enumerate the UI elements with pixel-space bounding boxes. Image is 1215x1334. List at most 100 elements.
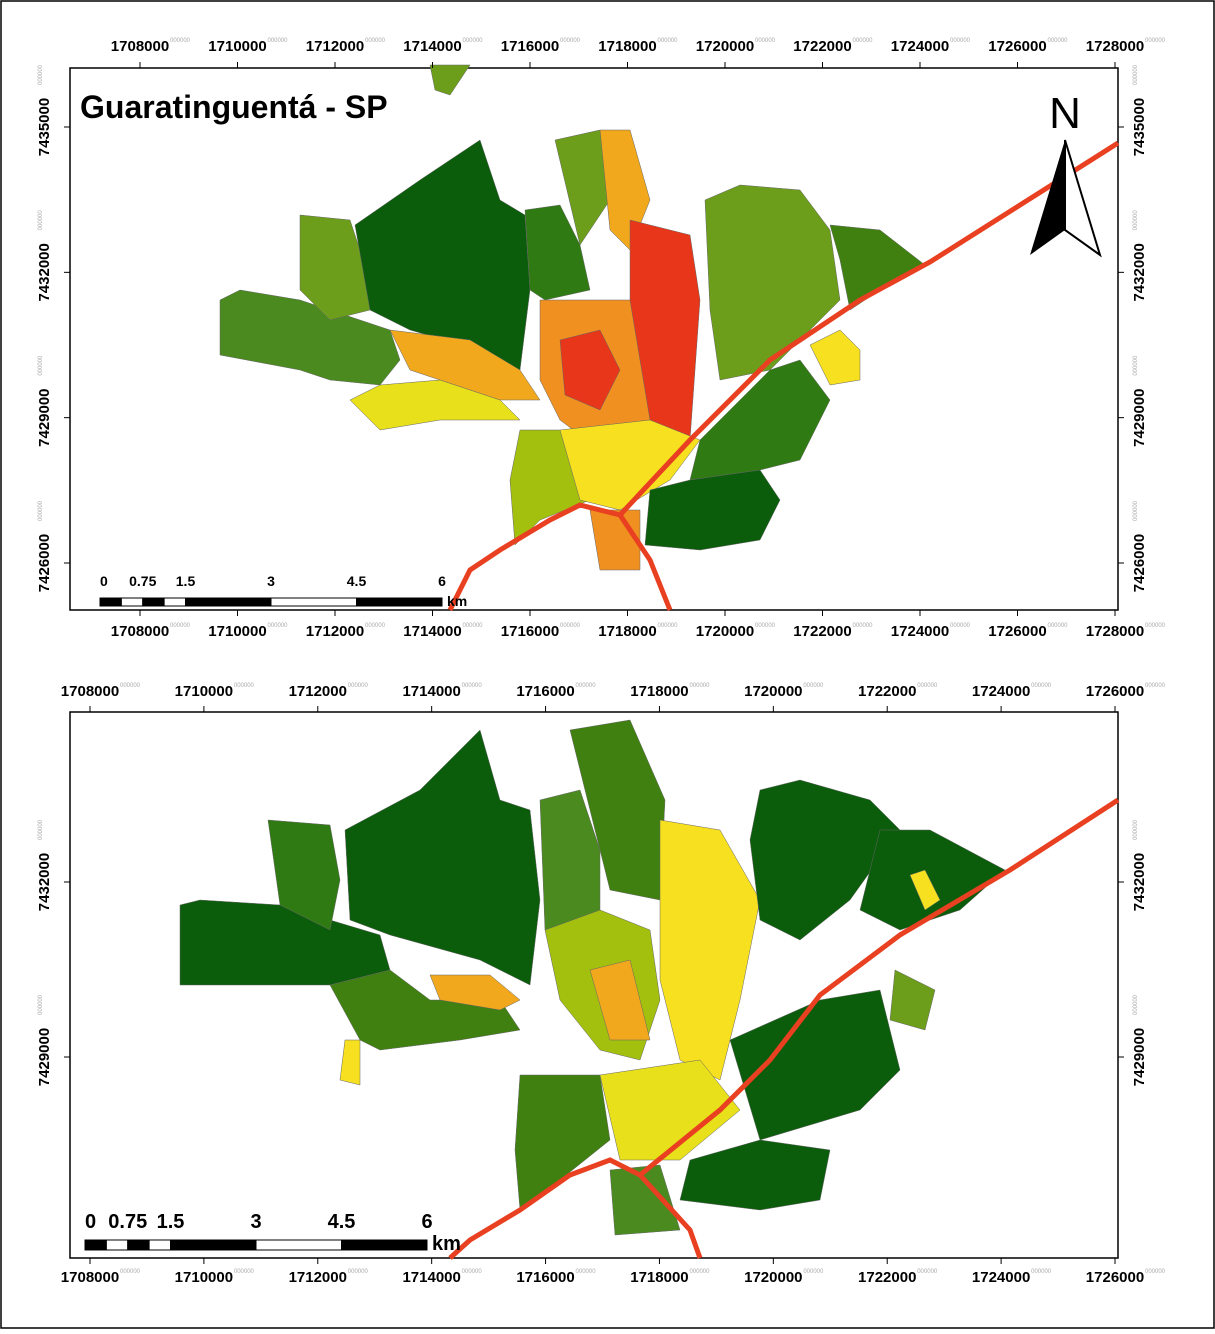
- scale-bar-segment: [342, 1240, 428, 1250]
- x-tick-label: 1718000: [630, 1269, 688, 1286]
- scale-bar-segment: [171, 1240, 257, 1250]
- tick-suffix: 000000: [365, 38, 386, 44]
- tick-suffix: 000000: [38, 210, 44, 231]
- tick-suffix: 000000: [463, 623, 484, 629]
- tick-suffix: 000000: [950, 38, 971, 44]
- x-tick-label: 1720000: [744, 1269, 802, 1286]
- x-tick-label: 1710000: [175, 683, 233, 700]
- map-title: Guaratinguentá - SP: [80, 89, 388, 125]
- scale-bar-segment: [186, 598, 272, 606]
- tick-suffix: 000000: [560, 623, 581, 629]
- tick-suffix: 000000: [268, 623, 289, 629]
- tick-suffix: 000000: [917, 1269, 938, 1275]
- scale-label: 4.5: [347, 573, 367, 589]
- x-tick-label: 1724000: [972, 683, 1030, 700]
- y-tick-label: 7435000: [36, 98, 53, 156]
- scale-label: 6: [421, 1211, 432, 1233]
- tick-suffix: 000000: [755, 38, 776, 44]
- tick-suffix: 000000: [1133, 994, 1139, 1015]
- tick-suffix: 000000: [1145, 623, 1166, 629]
- y-tick-label: 7429000: [1131, 388, 1148, 446]
- scale-label: 3: [250, 1211, 261, 1233]
- x-tick-label: 1726000: [988, 38, 1046, 55]
- tick-suffix: 000000: [234, 1269, 255, 1275]
- x-tick-label: 1726000: [1086, 683, 1144, 700]
- map-2: [70, 712, 1118, 1258]
- scale-label: 1.5: [176, 573, 196, 589]
- tick-suffix: 000000: [1133, 500, 1139, 521]
- north-label: N: [1049, 89, 1081, 138]
- tick-suffix: 000000: [1145, 1269, 1166, 1275]
- tick-suffix: 000000: [38, 64, 44, 85]
- x-tick-label: 1728000: [1086, 623, 1144, 640]
- x-tick-label: 1718000: [598, 623, 656, 640]
- y-tick-label: 7432000: [1131, 853, 1148, 911]
- scale-label: 4.5: [328, 1211, 356, 1233]
- tick-suffix: 000000: [38, 500, 44, 521]
- y-tick-label: 7432000: [1131, 243, 1148, 301]
- tick-suffix: 000000: [950, 623, 971, 629]
- tick-suffix: 000000: [576, 683, 597, 689]
- y-tick-label: 7432000: [36, 853, 53, 911]
- x-tick-label: 1718000: [598, 38, 656, 55]
- tick-suffix: 000000: [853, 38, 874, 44]
- scale-label: 3: [267, 573, 275, 589]
- tick-suffix: 000000: [689, 1269, 710, 1275]
- tick-suffix: 000000: [462, 683, 483, 689]
- tick-suffix: 000000: [348, 1269, 369, 1275]
- y-tick-label: 7429000: [36, 1028, 53, 1086]
- tick-suffix: 000000: [170, 623, 191, 629]
- x-tick-label: 1726000: [1086, 1269, 1144, 1286]
- tick-suffix: 000000: [170, 38, 191, 44]
- map-1: Guaratinguentá - SP N: [70, 65, 1118, 610]
- scale-label: 0: [100, 573, 108, 589]
- tick-suffix: 000000: [803, 683, 824, 689]
- tick-suffix: 000000: [268, 38, 289, 44]
- x-tick-label: 1724000: [972, 1269, 1030, 1286]
- x-tick-label: 1722000: [858, 683, 916, 700]
- tick-suffix: 000000: [658, 38, 679, 44]
- scale-bar-segment: [121, 598, 142, 606]
- tick-suffix: 000000: [463, 38, 484, 44]
- scale-bar-segment: [271, 598, 357, 606]
- tick-suffix: 000000: [917, 683, 938, 689]
- x-tick-label: 1712000: [289, 1269, 347, 1286]
- x-tick-label: 1714000: [403, 38, 461, 55]
- x-tick-label: 1710000: [208, 623, 266, 640]
- scale-bar-segment: [357, 598, 443, 606]
- x-tick-label: 1722000: [793, 38, 851, 55]
- page: Guaratinguentá - SP N: [0, 0, 1215, 1329]
- scale-bar-segment: [164, 598, 185, 606]
- tick-suffix: 000000: [1133, 210, 1139, 231]
- x-tick-label: 1714000: [403, 623, 461, 640]
- y-tick-label: 7435000: [1131, 98, 1148, 156]
- tick-suffix: 000000: [803, 1269, 824, 1275]
- scale-bar-segment: [100, 598, 121, 606]
- x-tick-label: 1716000: [516, 1269, 574, 1286]
- tick-suffix: 000000: [1031, 683, 1052, 689]
- x-tick-label: 1722000: [793, 623, 851, 640]
- scale-bar-segment: [256, 1240, 342, 1250]
- tick-suffix: 000000: [1133, 355, 1139, 376]
- tick-suffix: 000000: [1031, 1269, 1052, 1275]
- x-tick-label: 1710000: [175, 1269, 233, 1286]
- tick-suffix: 000000: [1133, 819, 1139, 840]
- tick-suffix: 000000: [38, 819, 44, 840]
- y-tick-label: 7432000: [36, 243, 53, 301]
- tick-suffix: 000000: [1145, 683, 1166, 689]
- y-tick-label: 7429000: [36, 388, 53, 446]
- x-tick-label: 1728000: [1086, 38, 1144, 55]
- tick-suffix: 000000: [853, 623, 874, 629]
- x-tick-label: 1708000: [111, 623, 169, 640]
- y-tick-label: 7426000: [36, 534, 53, 592]
- scale-label: 1.5: [157, 1211, 185, 1233]
- tick-suffix: 000000: [365, 623, 386, 629]
- scale-bar-segment: [143, 598, 164, 606]
- scale-bar-segment: [128, 1240, 149, 1250]
- x-tick-label: 1714000: [402, 683, 460, 700]
- tick-suffix: 000000: [38, 994, 44, 1015]
- x-tick-label: 1720000: [744, 683, 802, 700]
- tick-suffix: 000000: [120, 1269, 141, 1275]
- tick-suffix: 000000: [755, 623, 776, 629]
- tick-suffix: 000000: [38, 355, 44, 376]
